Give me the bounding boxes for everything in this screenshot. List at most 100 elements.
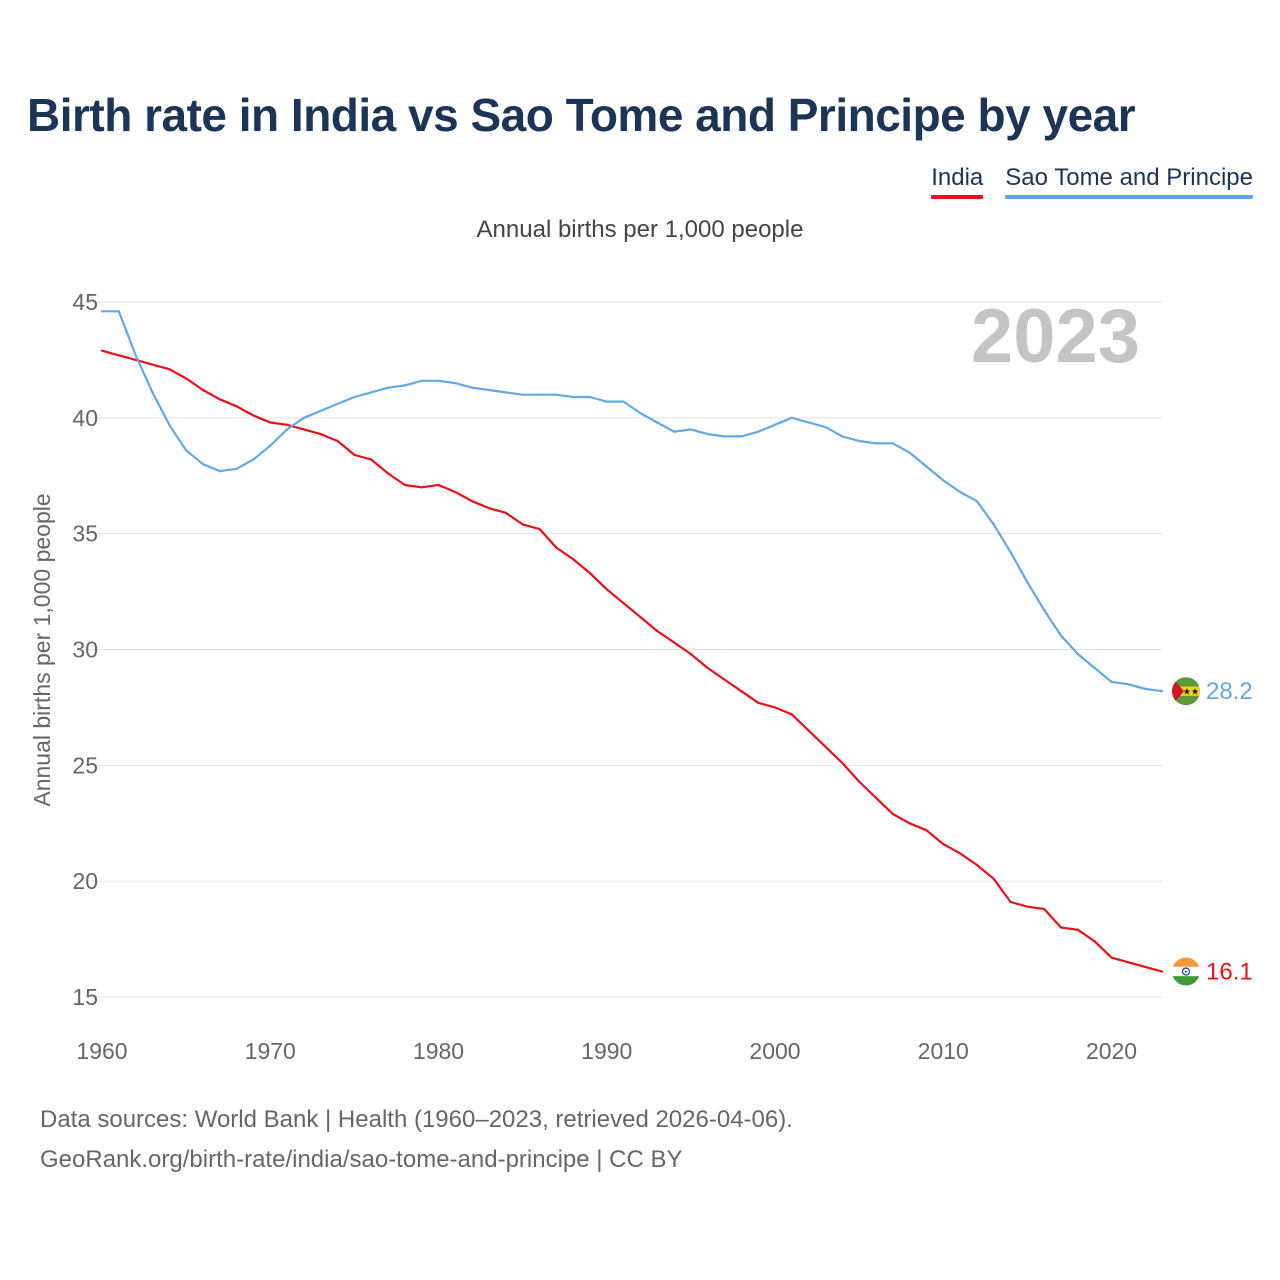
data-point-india	[706, 666, 709, 670]
data-point-india	[740, 690, 743, 693]
data-point-sao-tome	[1076, 653, 1079, 656]
data-point-india	[353, 453, 356, 456]
data-point-india	[185, 377, 188, 380]
data-point-india	[269, 421, 272, 424]
data-point-india	[908, 822, 911, 825]
data-point-sao-tome	[454, 381, 457, 385]
data-point-sao-tome	[437, 379, 440, 382]
data-point-india	[370, 458, 373, 461]
data-point-india	[1043, 907, 1046, 911]
data-point-sao-tome	[471, 386, 474, 389]
data-point-sao-tome	[134, 354, 137, 357]
legend: India Sao Tome and Principe	[931, 164, 1253, 199]
data-point-india	[134, 358, 137, 362]
y-tick-label: 35	[72, 521, 98, 547]
data-point-sao-tome	[622, 400, 625, 403]
data-point-india	[151, 363, 154, 366]
data-point-sao-tome	[285, 428, 289, 431]
legend-swatch-sao-tome	[1005, 195, 1253, 199]
data-point-sao-tome	[218, 470, 221, 473]
x-tick-label: 1970	[245, 1038, 296, 1064]
data-point-india	[521, 523, 524, 526]
data-point-india	[723, 678, 726, 681]
data-point-india	[1110, 956, 1113, 959]
data-point-sao-tome	[891, 442, 894, 445]
data-point-india	[100, 349, 104, 352]
y-axis-label: Annual births per 1,000 people	[29, 493, 55, 806]
data-point-sao-tome	[336, 402, 339, 406]
data-point-sao-tome	[302, 416, 306, 419]
data-point-sao-tome	[841, 435, 844, 438]
data-point-india	[201, 388, 205, 392]
data-point-india	[1144, 965, 1147, 968]
data-point-india	[1076, 928, 1079, 931]
footer-sources: Data sources: World Bank | Health (1960–…	[40, 1106, 793, 1133]
data-point-sao-tome	[1043, 609, 1046, 612]
legend-label-india: India	[931, 164, 984, 191]
data-point-india	[437, 483, 440, 487]
y-tick-label: 25	[72, 752, 98, 778]
data-point-india	[858, 780, 861, 783]
data-point-sao-tome	[521, 393, 524, 396]
data-point-sao-tome	[858, 439, 861, 443]
data-point-sao-tome	[723, 435, 726, 438]
data-point-india	[555, 546, 558, 549]
data-point-india	[656, 629, 659, 633]
data-point-sao-tome	[319, 409, 322, 412]
data-point-india	[689, 653, 692, 656]
data-point-sao-tome	[605, 400, 608, 403]
data-point-sao-tome	[588, 395, 592, 399]
data-point-sao-tome	[656, 421, 659, 424]
data-point-india	[841, 761, 844, 765]
data-point-india	[218, 398, 221, 401]
data-point-india	[403, 483, 406, 487]
data-point-india	[386, 472, 390, 475]
data-point-sao-tome	[117, 310, 120, 313]
legend-item-india[interactable]: India	[931, 164, 984, 199]
data-point-india	[336, 439, 339, 443]
data-point-india	[891, 812, 894, 816]
data-point-india	[672, 641, 676, 644]
data-point-sao-tome	[942, 479, 945, 482]
x-tick-label: 1990	[581, 1038, 632, 1064]
data-point-sao-tome	[168, 423, 171, 426]
data-point-india	[285, 423, 289, 426]
data-point-sao-tome	[1026, 581, 1029, 584]
data-point-india	[757, 701, 760, 704]
data-point-sao-tome	[403, 384, 406, 387]
svg-text:★★: ★★	[1183, 688, 1199, 698]
data-point-india	[504, 511, 507, 514]
data-point-india	[471, 500, 474, 503]
data-point-india	[420, 486, 423, 489]
data-point-sao-tome	[1127, 683, 1130, 686]
data-point-sao-tome	[639, 412, 642, 415]
footer-link[interactable]: GeoRank.org/birth-rate/india/sao-tome-an…	[40, 1146, 683, 1173]
data-point-india	[1026, 905, 1029, 908]
data-point-sao-tome	[975, 500, 979, 503]
x-tick-label: 2000	[749, 1038, 800, 1064]
data-point-india	[1160, 970, 1164, 973]
data-point-sao-tome	[269, 444, 272, 447]
end-value-label-india: 16.1	[1206, 959, 1253, 986]
data-point-india	[572, 558, 575, 561]
y-tick-label: 30	[72, 637, 98, 663]
data-point-india	[538, 527, 541, 531]
x-tick-label: 1960	[76, 1038, 127, 1064]
data-point-india	[874, 796, 878, 799]
data-point-india	[117, 354, 120, 357]
data-point-india	[773, 706, 777, 709]
india-flag-icon	[1172, 957, 1200, 986]
data-point-india	[168, 368, 171, 371]
data-point-sao-tome	[672, 430, 676, 433]
data-point-sao-tome	[420, 379, 423, 382]
year-watermark: 2023	[971, 294, 1140, 379]
data-point-sao-tome	[100, 310, 104, 313]
x-tick-label: 1980	[413, 1038, 464, 1064]
chart-subtitle: Annual births per 1,000 people	[476, 216, 804, 243]
data-point-india	[1059, 926, 1063, 929]
data-point-sao-tome	[1144, 687, 1147, 690]
legend-item-sao-tome[interactable]: Sao Tome and Principe	[1005, 164, 1253, 199]
y-tick-label: 20	[72, 868, 98, 894]
data-point-india	[302, 428, 306, 431]
